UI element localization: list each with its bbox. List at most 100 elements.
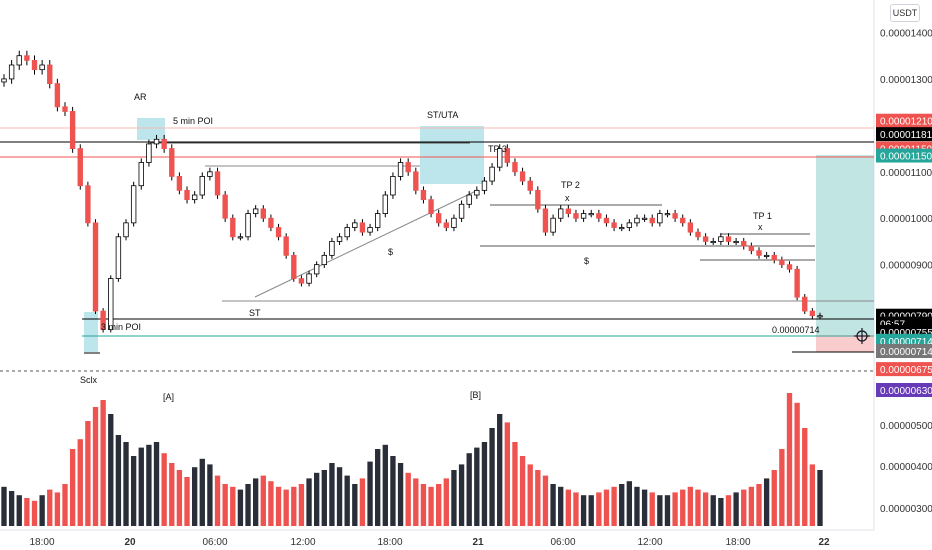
volume-bar: [199, 458, 205, 526]
candle: [634, 214, 640, 227]
time-tick-label: 21: [472, 537, 484, 548]
volume-bar: [458, 464, 465, 526]
candle: [702, 233, 709, 245]
time-tick-label: 20: [124, 537, 136, 548]
volume-bar: [397, 463, 404, 526]
candle: [321, 251, 327, 268]
candle: [779, 256, 785, 268]
candle: [573, 209, 579, 222]
volume-bar: [504, 422, 510, 526]
candle: [230, 214, 236, 241]
candle: [466, 191, 472, 209]
volume-tick-label: 0.00000400: [880, 462, 932, 473]
anno-dollar1: $: [388, 247, 393, 257]
candle: [763, 251, 770, 259]
anno-tp2: TP 2: [561, 180, 580, 190]
candle: [329, 237, 335, 259]
volume-bars: 0.00000500 0.00000400 0.00000300: [1, 393, 932, 526]
candle: [809, 308, 816, 319]
volume-bar: [428, 486, 434, 526]
volume-bar: [237, 489, 244, 526]
candle: [130, 181, 137, 227]
volume-bar: [702, 492, 709, 526]
candle: [85, 181, 91, 227]
time-tick-label: 12:00: [290, 537, 315, 548]
candle: [695, 228, 701, 241]
candle: [352, 219, 358, 232]
candle: [24, 50, 30, 66]
candle: [359, 219, 366, 236]
candle: [420, 186, 427, 204]
volume-bar: [153, 442, 160, 526]
volume-bar: [664, 495, 671, 526]
volume-bar: [558, 486, 564, 526]
price-tick-label: 0.00000900: [880, 261, 932, 272]
volume-bar: [306, 478, 312, 526]
candle: [641, 214, 648, 222]
volume-bar: [344, 475, 350, 526]
candle: [1, 74, 7, 87]
volume-bar: [283, 489, 289, 526]
candle: [748, 242, 755, 255]
volume-bar: [1, 486, 7, 526]
volume-bar: [352, 484, 358, 526]
volume-bar: [481, 442, 488, 526]
candle: [664, 209, 671, 218]
candle: [458, 200, 465, 222]
time-tick-label: 12:00: [637, 537, 662, 548]
candle: [626, 219, 633, 232]
volume-bar: [718, 498, 724, 526]
volume-bar: [748, 486, 755, 526]
time-tick-label: 06:00: [550, 537, 575, 548]
candle: [413, 167, 419, 195]
candle: [603, 214, 610, 227]
candle: [489, 163, 495, 186]
candle: [741, 237, 747, 250]
candle: [382, 191, 388, 218]
candle: [497, 144, 503, 172]
candles: [1, 50, 823, 333]
horizontal-lines[interactable]: [0, 127, 874, 372]
svg-text:0.00000630: 0.00000630: [880, 386, 932, 397]
volume-bar: [115, 435, 122, 526]
poi-5min-box: [137, 118, 165, 140]
volume-bar: [146, 444, 152, 526]
candle: [649, 214, 655, 227]
candle: [199, 172, 205, 199]
time-tick-label: 18:00: [29, 537, 54, 548]
volume-bar: [497, 414, 503, 526]
volume-bar: [474, 447, 480, 526]
volume-bar: [62, 484, 68, 526]
anno-3min-poi: 3 min POI: [101, 322, 141, 332]
candle: [184, 186, 190, 204]
candle: [169, 144, 175, 181]
volume-bar: [367, 461, 373, 526]
candle: [138, 158, 144, 190]
time-tick-label: 22: [818, 537, 830, 548]
loss-zone: [816, 335, 874, 352]
volume-bar: [191, 467, 198, 526]
volume-bar: [222, 484, 228, 526]
volume-bar: [69, 449, 76, 526]
anno-st: ST: [249, 308, 261, 318]
volume-bar: [611, 486, 617, 526]
candle: [802, 294, 808, 315]
candle: [550, 214, 556, 236]
currency-badge[interactable]: USDT: [890, 4, 920, 22]
svg-text:0.00000714: 0.00000714: [880, 347, 932, 358]
candle: [794, 265, 800, 301]
candle: [733, 237, 739, 245]
volume-bar: [763, 478, 770, 526]
candle: [504, 144, 511, 167]
anno-price-note: 0.00000714: [772, 325, 820, 335]
level-line[interactable]: [254, 189, 479, 298]
volume-bar: [77, 439, 83, 526]
volume-bar: [672, 492, 678, 526]
anno-st-uta: ST/UTA: [427, 110, 458, 120]
candle: [535, 186, 541, 213]
candle: [512, 158, 518, 176]
anno-mark-b: [B]: [470, 390, 481, 400]
crosshair-icon[interactable]: [854, 328, 870, 344]
volume-bar: [741, 489, 747, 526]
